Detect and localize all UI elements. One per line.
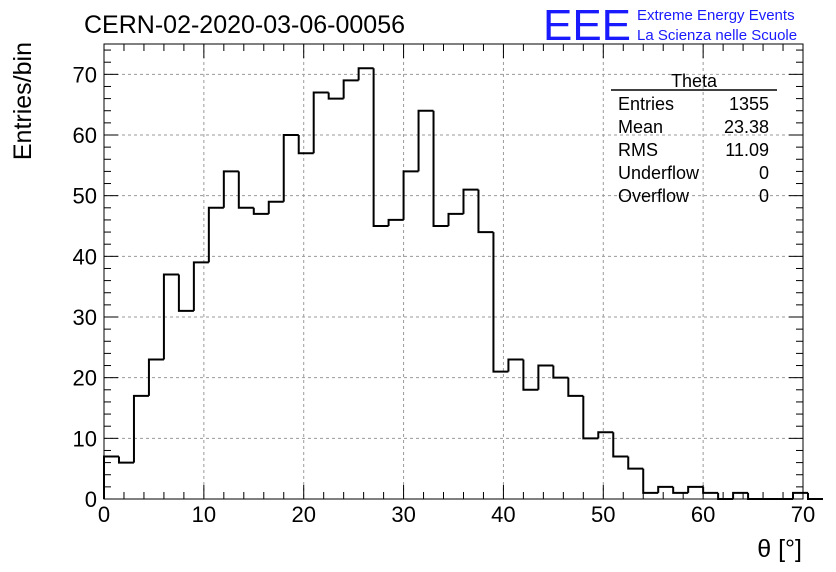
y-tick-label: 70 — [73, 62, 97, 87]
histogram-bin — [552, 365, 569, 379]
histogram-bin — [312, 91, 329, 154]
histogram-bin — [702, 486, 719, 494]
histogram-bin — [417, 109, 434, 172]
histogram-bin — [192, 261, 209, 311]
logo-subtitle-line1: Extreme Energy Events — [637, 7, 795, 24]
stats-overflow-label: Overflow — [618, 186, 690, 206]
histogram-bin — [672, 486, 689, 494]
histogram-bin — [522, 359, 539, 391]
histogram-bin — [222, 170, 239, 208]
logo-subtitle-line2: La Scienza nelle Scuole — [637, 27, 797, 44]
grid — [104, 44, 803, 499]
histogram-bin — [717, 492, 734, 500]
x-tick-label: 70 — [791, 502, 815, 527]
x-tick-label: 10 — [192, 502, 216, 527]
y-tick-label: 50 — [73, 184, 97, 209]
histogram-bin — [477, 189, 494, 234]
histogram-bin — [117, 456, 134, 464]
histogram-bin — [432, 110, 449, 227]
x-axis-label: θ [°] — [757, 535, 802, 563]
y-tick-label: 30 — [73, 305, 97, 330]
histogram-bin — [282, 134, 299, 202]
histogram-bin — [687, 485, 704, 493]
stats-rms-label: RMS — [618, 140, 658, 160]
histogram-bin — [507, 358, 524, 372]
stats-mean-label: Mean — [618, 117, 663, 137]
histogram-bin — [402, 170, 419, 220]
stats-entries-label: Entries — [618, 94, 674, 114]
histogram-bin — [132, 394, 149, 463]
stats-rms-value: 11.09 — [725, 140, 769, 160]
histogram-bin — [177, 274, 194, 312]
histogram-bin — [537, 364, 554, 390]
histogram-bin — [297, 135, 314, 155]
histogram-bin — [597, 431, 614, 439]
chart-title: CERN-02-2020-03-06-00056 — [84, 11, 405, 39]
y-tick-label: 0 — [85, 487, 97, 512]
x-tick-label: 40 — [491, 502, 515, 527]
histogram-bars — [103, 67, 823, 500]
histogram-bin — [447, 212, 464, 226]
y-tick-label: 20 — [73, 366, 97, 391]
histogram-bin — [357, 67, 374, 81]
stats-box: Theta Entries 1355 Mean 23.38 RMS 11.09 … — [611, 71, 777, 206]
histogram-bin — [612, 432, 629, 458]
histogram-bin — [642, 468, 659, 494]
histogram-bin — [387, 218, 404, 226]
histogram-bin — [237, 171, 254, 209]
y-tick-label: 60 — [73, 123, 97, 148]
stats-underflow-value: 0 — [759, 163, 769, 183]
histogram-bin — [372, 68, 389, 227]
histogram-bin — [732, 491, 749, 499]
histogram-bin — [492, 232, 509, 373]
x-tick-label: 0 — [98, 502, 110, 527]
histogram-bin — [792, 491, 808, 499]
histogram-bin — [747, 492, 764, 500]
histogram-bin — [147, 358, 164, 396]
histogram-bin — [327, 92, 344, 100]
stats-underflow-label: Underflow — [618, 163, 700, 183]
x-tick-label: 20 — [291, 502, 315, 527]
histogram-bin — [252, 207, 269, 215]
stats-entries-value: 1355 — [729, 94, 769, 114]
x-tick-label: 60 — [691, 502, 715, 527]
stats-title: Theta — [671, 71, 718, 91]
histogram-bin — [162, 273, 179, 360]
histogram-bin — [806, 492, 823, 500]
y-tick-label: 10 — [73, 426, 97, 451]
plot-frame — [103, 43, 804, 500]
stats-overflow-value: 0 — [759, 186, 769, 206]
histogram-bin — [462, 188, 479, 214]
histogram-bin — [582, 395, 599, 440]
histogram-bin — [342, 79, 359, 99]
y-axis-label: Entries/bin — [9, 42, 37, 160]
stats-mean-value: 23.38 — [724, 117, 769, 137]
y-tick-label: 40 — [73, 244, 97, 269]
histogram-bin — [267, 200, 284, 214]
histogram-bin — [657, 485, 674, 493]
histogram-bin — [627, 456, 644, 470]
histogram-bin — [207, 206, 224, 263]
x-tick-label: 50 — [591, 502, 615, 527]
x-tick-label: 30 — [391, 502, 415, 527]
histogram-bin — [567, 377, 584, 397]
eee-logo: EEE — [543, 1, 631, 50]
axis-ticks: 0 10 20 30 40 50 60 70 0 10 20 30 40 50 60 70 — [73, 44, 815, 527]
